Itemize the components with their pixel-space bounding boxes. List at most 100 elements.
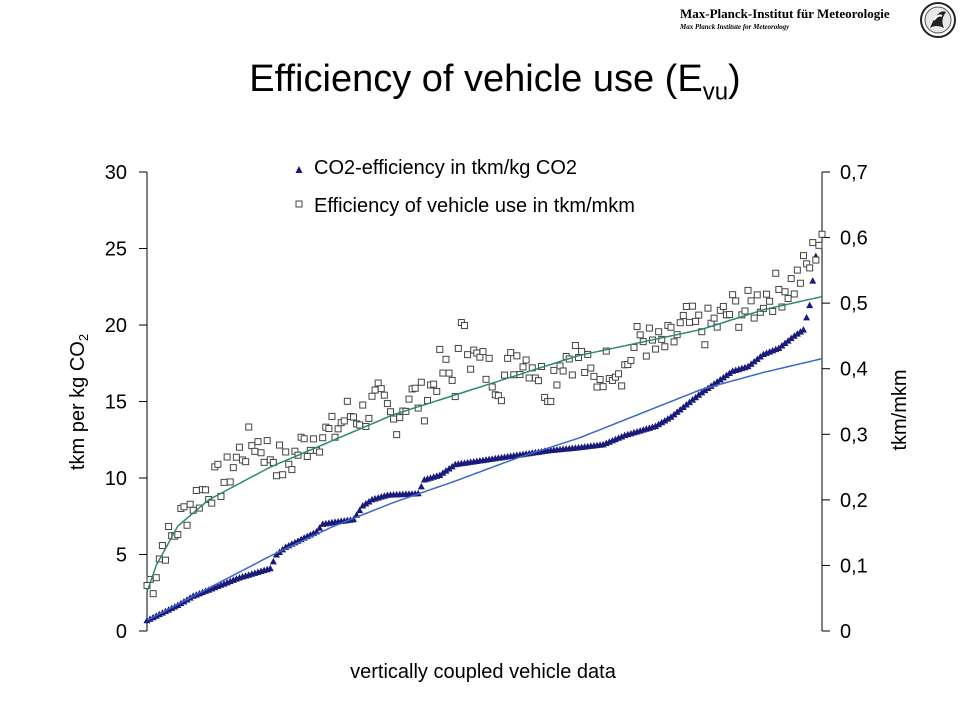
data-point-square <box>165 522 173 530</box>
data-point-square <box>661 343 669 351</box>
data-point-triangle <box>803 313 811 321</box>
data-point-square <box>747 297 755 305</box>
data-point-square <box>815 241 823 249</box>
page-title: Efficiency of vehicle use (Evu) <box>0 58 960 107</box>
data-point-square <box>692 317 700 325</box>
data-point-triangle <box>726 369 734 377</box>
data-point-square <box>812 256 820 264</box>
data-point-square <box>248 442 256 450</box>
data-point-square <box>682 302 690 310</box>
data-point-square <box>430 380 438 388</box>
data-point-square <box>519 363 527 371</box>
data-point-square <box>784 295 792 303</box>
data-point-square <box>334 425 342 433</box>
data-point-square <box>590 372 598 380</box>
y-axis-right-label: tkm/mkm <box>889 369 911 450</box>
data-point-square <box>689 302 697 310</box>
data-point-square <box>433 387 441 395</box>
data-point-triangle <box>448 462 456 470</box>
data-point-square <box>411 384 419 392</box>
data-point-square <box>260 458 268 466</box>
data-point-square <box>390 415 398 423</box>
data-point-triangle <box>756 353 764 360</box>
data-point-square <box>732 297 740 305</box>
data-point-square <box>226 478 234 486</box>
data-point-square <box>482 375 490 383</box>
data-point-square <box>220 478 228 486</box>
data-point-square <box>161 556 169 564</box>
data-point-square <box>775 285 783 293</box>
data-point-triangle <box>753 355 761 362</box>
legend-square-marker <box>295 200 303 208</box>
data-point-square <box>460 322 468 330</box>
data-point-square <box>763 290 771 298</box>
data-point-triangle <box>316 524 324 531</box>
data-point-square <box>232 453 240 461</box>
data-point-triangle <box>417 482 425 490</box>
data-point-square <box>667 323 675 331</box>
data-point-square <box>615 370 623 378</box>
data-point-square <box>343 397 351 405</box>
data-point-triangle <box>787 334 795 342</box>
data-point-square <box>719 302 727 310</box>
data-point-square <box>282 448 290 456</box>
y-right-tick-label: 0,7 <box>840 162 868 184</box>
data-point-triangle <box>670 410 678 418</box>
data-point-square <box>571 342 579 350</box>
data-point-triangle <box>809 277 817 284</box>
data-point-square <box>328 412 336 420</box>
data-point-triangle <box>658 418 666 426</box>
data-point-square <box>806 264 814 272</box>
data-point-square <box>627 356 635 364</box>
data-point-square <box>368 392 376 400</box>
data-point-square <box>534 377 542 385</box>
data-point-triangle <box>750 357 758 365</box>
data-point-square <box>396 414 404 422</box>
data-point-square <box>448 376 456 384</box>
data-point-square <box>642 352 650 360</box>
data-point-square <box>655 328 663 336</box>
y-left-tick-label: 30 <box>105 162 127 184</box>
y-right-tick-label: 0,1 <box>840 555 868 577</box>
data-point-square <box>303 452 311 460</box>
data-point-square <box>316 448 324 456</box>
data-point-square <box>467 365 475 373</box>
data-point-triangle <box>778 342 786 349</box>
data-point-square <box>550 366 558 374</box>
data-point-triangle <box>356 506 364 514</box>
data-point-square <box>383 400 391 408</box>
data-point-square <box>553 381 561 389</box>
data-point-square <box>744 286 752 294</box>
data-point-square <box>522 356 530 364</box>
data-point-triangle <box>676 405 684 413</box>
y-right-tick-label: 0,6 <box>840 228 868 250</box>
data-point-square <box>599 383 607 391</box>
data-point-triangle <box>716 375 724 383</box>
data-point-square <box>319 434 327 442</box>
data-point-square <box>263 437 271 445</box>
data-point-square <box>223 453 231 461</box>
data-point-square <box>729 291 737 299</box>
data-point-square <box>670 338 678 346</box>
y-right-tick-label: 0 <box>840 621 851 643</box>
data-point-square <box>229 464 237 472</box>
data-point-square <box>377 385 385 393</box>
data-point-square <box>559 367 567 375</box>
data-point-square <box>183 521 191 529</box>
y-right-tick-label: 0,2 <box>840 490 868 512</box>
data-point-square <box>701 341 709 349</box>
data-point-square <box>405 395 413 403</box>
data-point-square <box>485 354 493 362</box>
data-point-square <box>504 354 512 362</box>
data-point-triangle <box>790 332 798 339</box>
x-axis-label: vertically coupled vehicle data <box>350 661 617 683</box>
data-point-square <box>753 291 761 299</box>
data-point-triangle <box>689 396 697 403</box>
data-point-square <box>497 397 505 405</box>
data-point-square <box>501 371 509 379</box>
data-point-triangle <box>442 467 450 474</box>
data-point-square <box>618 382 626 390</box>
y-right-tick-label: 0,3 <box>840 424 868 446</box>
institute-name-de: Max-Planck-Institut für Meteorologie <box>680 6 890 21</box>
